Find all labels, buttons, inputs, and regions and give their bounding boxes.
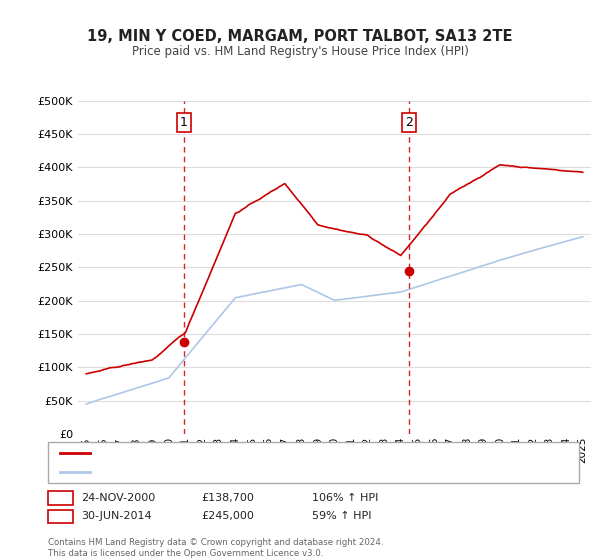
Text: £245,000: £245,000 <box>201 511 254 521</box>
Text: 106% ↑ HPI: 106% ↑ HPI <box>312 493 379 503</box>
Text: 19, MIN Y COED, MARGAM, PORT TALBOT, SA13 2TE (detached house): 19, MIN Y COED, MARGAM, PORT TALBOT, SA1… <box>96 449 445 458</box>
Text: 2: 2 <box>57 511 64 521</box>
Text: 1: 1 <box>180 116 188 129</box>
Text: Price paid vs. HM Land Registry's House Price Index (HPI): Price paid vs. HM Land Registry's House … <box>131 45 469 58</box>
Text: 24-NOV-2000: 24-NOV-2000 <box>81 493 155 503</box>
Text: 1: 1 <box>57 493 64 503</box>
Text: HPI: Average price, detached house, Neath Port Talbot: HPI: Average price, detached house, Neat… <box>96 467 366 477</box>
Text: £138,700: £138,700 <box>201 493 254 503</box>
Text: Contains HM Land Registry data © Crown copyright and database right 2024.
This d: Contains HM Land Registry data © Crown c… <box>48 538 383 558</box>
Text: 19, MIN Y COED, MARGAM, PORT TALBOT, SA13 2TE: 19, MIN Y COED, MARGAM, PORT TALBOT, SA1… <box>87 29 513 44</box>
Text: 59% ↑ HPI: 59% ↑ HPI <box>312 511 371 521</box>
Text: 30-JUN-2014: 30-JUN-2014 <box>81 511 152 521</box>
Text: 2: 2 <box>405 116 413 129</box>
